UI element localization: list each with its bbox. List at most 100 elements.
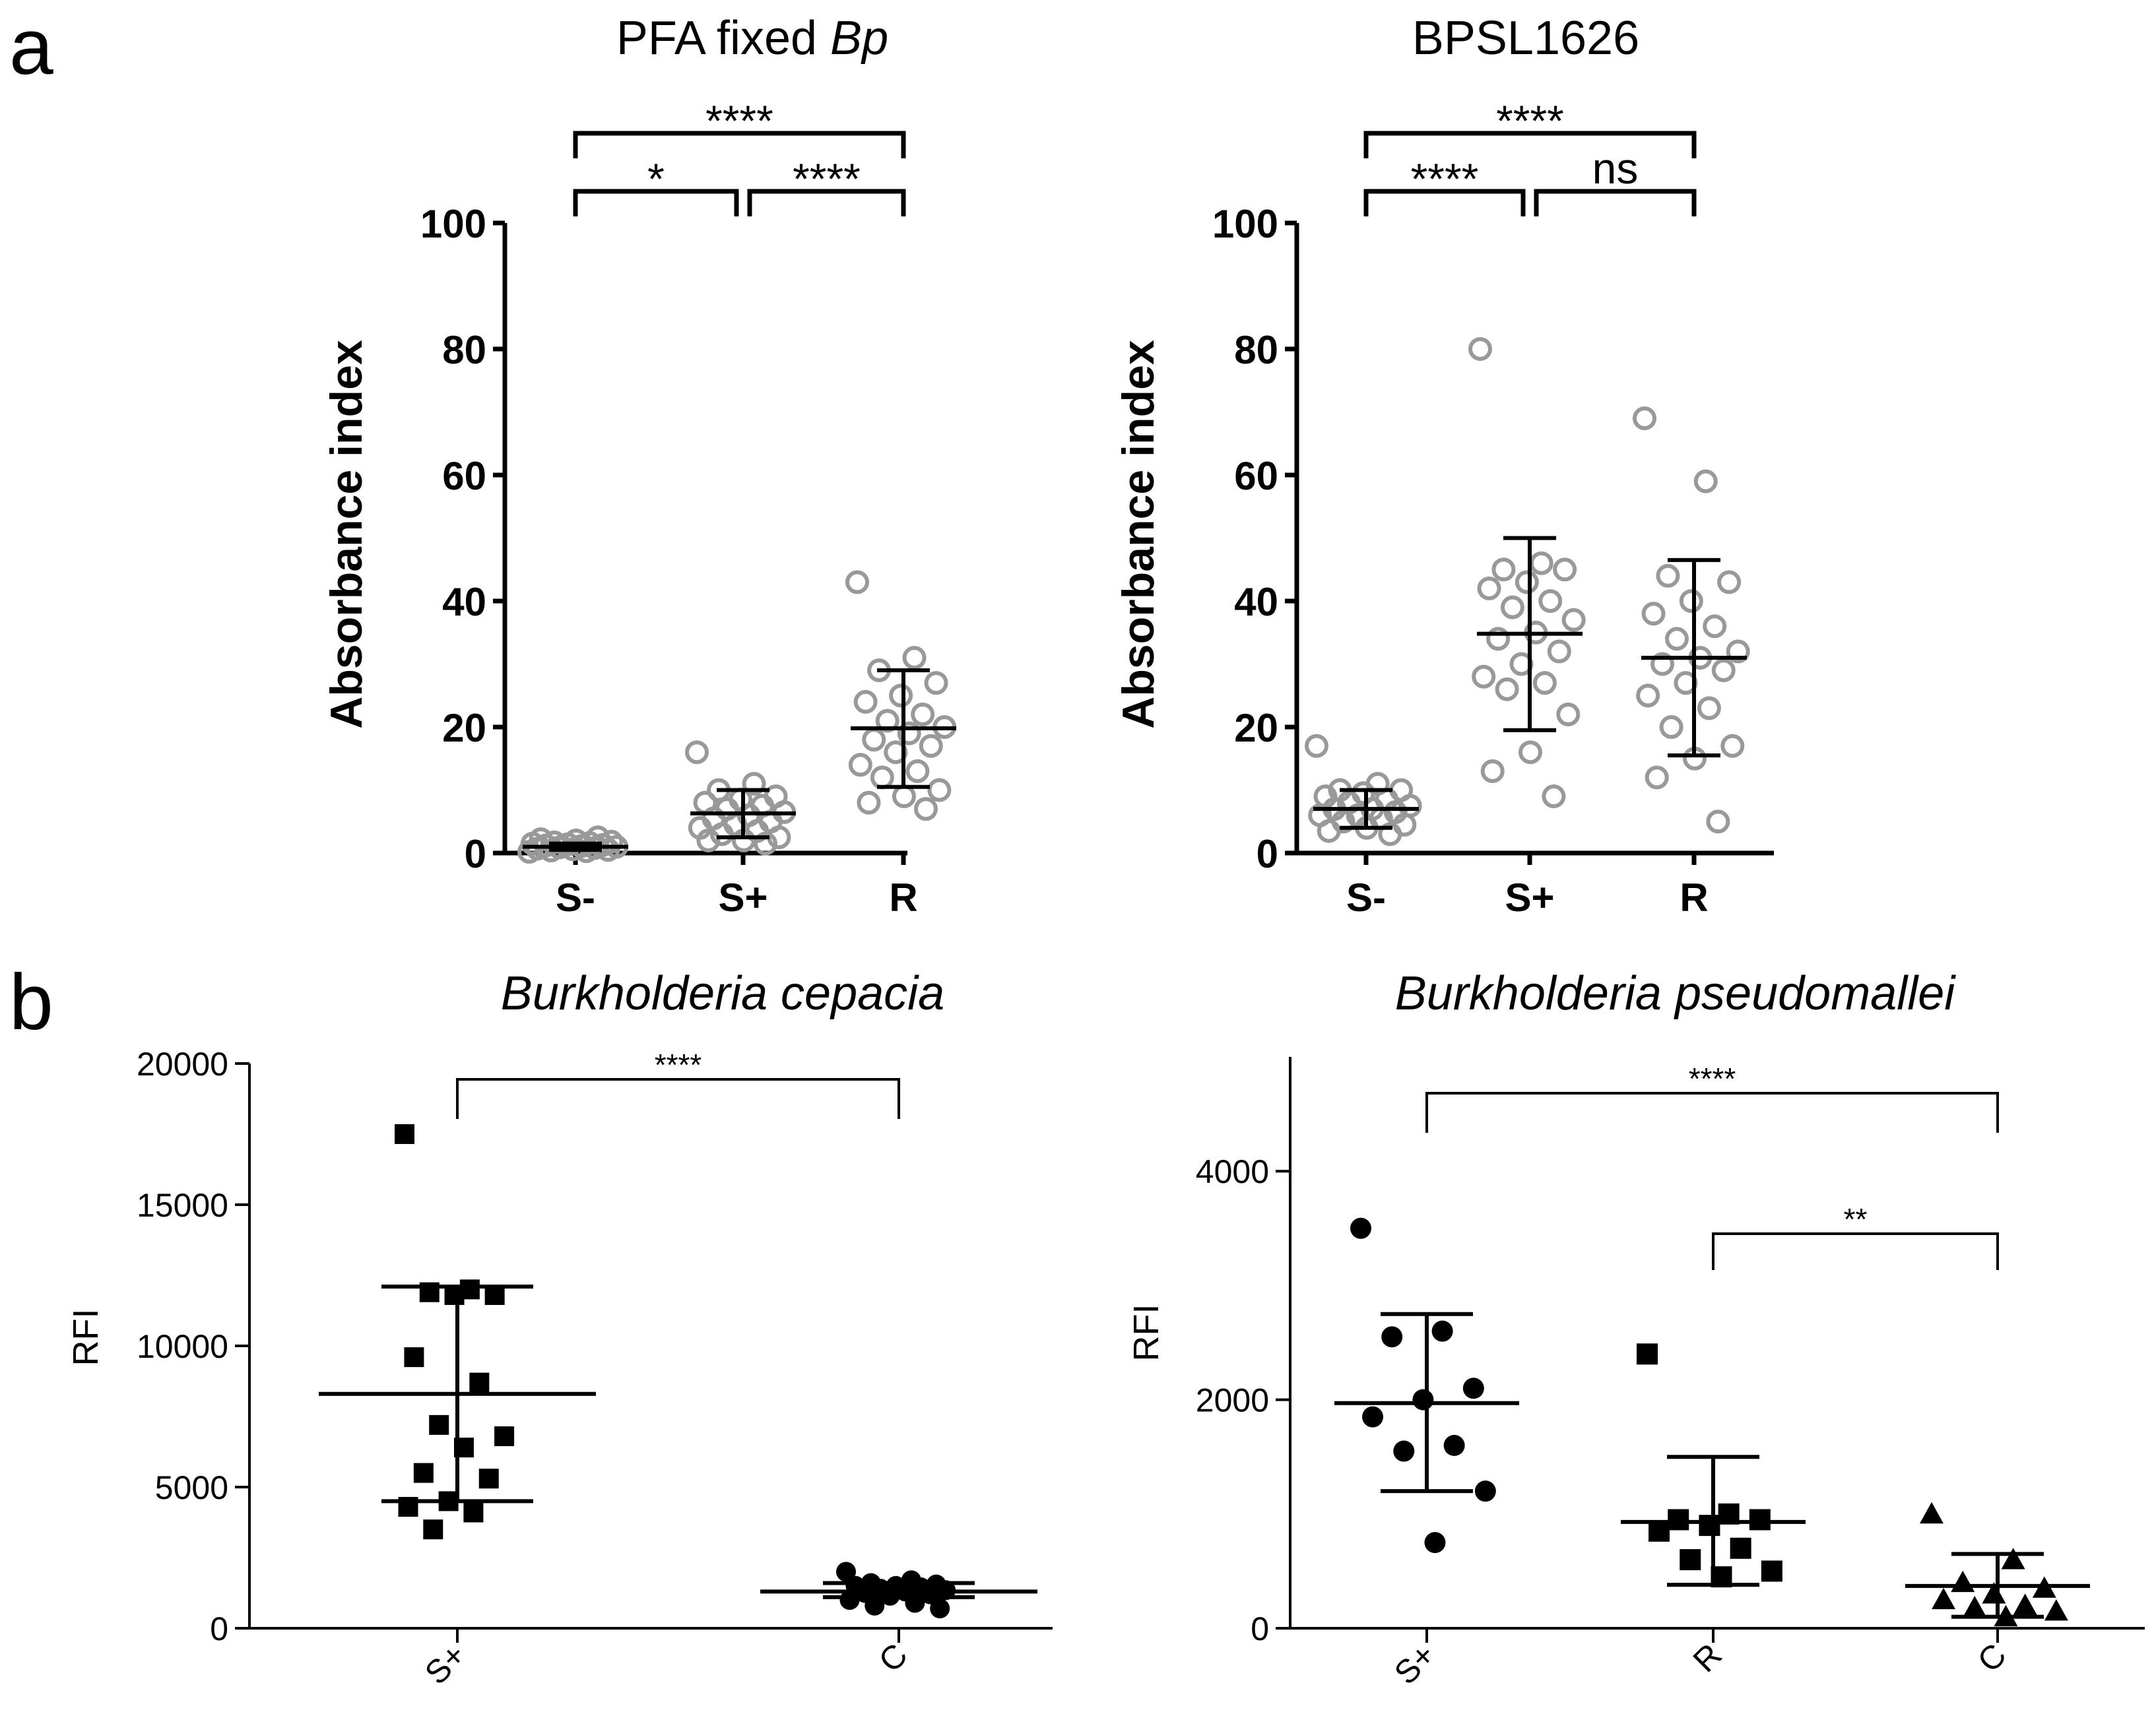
y-tick-label: 0 <box>1257 832 1278 876</box>
data-point <box>1553 557 1577 582</box>
chart-a2-bpsl1626: BPSL1626 Absorbance index 0 20 40 60 80 100 S-… <box>1113 12 1774 920</box>
significance-label: **** <box>1496 96 1564 145</box>
x-tick-label: R <box>1686 1636 1729 1679</box>
data-point <box>1518 740 1542 765</box>
data-point <box>1633 406 1656 431</box>
chart-a1-title-main: PFA fixed <box>616 12 830 65</box>
data-point <box>930 1599 950 1619</box>
data-point <box>1699 1515 1720 1537</box>
data-point <box>1431 1320 1453 1342</box>
chart-a2-title-main: BPSL1626 <box>1412 12 1639 65</box>
data-point <box>1963 1595 1987 1618</box>
data-point <box>1668 1509 1689 1531</box>
data-point <box>463 1502 484 1523</box>
data-point <box>1726 639 1750 664</box>
chart-a2-title: BPSL1626 <box>1412 12 1639 65</box>
data-point <box>1480 759 1505 783</box>
data-point <box>889 683 913 708</box>
chart-b1-title-main: Burkholderia cepacia <box>501 967 944 1020</box>
data-point <box>753 831 777 856</box>
data-point <box>1317 819 1341 843</box>
data-point <box>853 689 878 714</box>
data-point <box>1697 696 1721 720</box>
data-point <box>1472 664 1496 689</box>
x-tick-label: R <box>1680 875 1708 920</box>
data-point <box>423 1519 443 1540</box>
data-point <box>839 1590 860 1610</box>
data-point <box>404 1347 424 1368</box>
data-point <box>1462 1378 1484 1399</box>
data-point <box>1350 1217 1371 1239</box>
panel-b-letter: b <box>9 958 53 1046</box>
significance-label: ns <box>1592 144 1639 193</box>
y-tick-label: 2000 <box>1196 1382 1269 1419</box>
data-point <box>1693 469 1718 493</box>
chart-b1-burkholderia-cepacia: Burkholderia cepacia RFI 0 5000 10000 15000… <box>66 967 1053 1692</box>
y-tick-label: 20000 <box>137 1046 228 1083</box>
data-point <box>2001 1548 2025 1570</box>
data-point <box>1637 1343 1658 1365</box>
data-point <box>1679 589 1703 613</box>
data-point <box>1650 652 1675 676</box>
data-point <box>1730 1537 1751 1559</box>
data-point <box>845 570 869 594</box>
significance-bracket <box>747 189 906 216</box>
y-tick-label: 80 <box>1234 328 1278 372</box>
y-tick-label: 20 <box>1234 706 1278 750</box>
y-tick-label: 0 <box>465 832 486 876</box>
data-point <box>1761 1560 1782 1582</box>
data-point <box>1711 658 1736 683</box>
data-point <box>2013 1593 2037 1615</box>
data-point <box>1529 551 1553 575</box>
data-point <box>1424 1532 1446 1554</box>
data-point <box>857 790 881 815</box>
data-point <box>1664 627 1689 651</box>
significance-bracket <box>573 131 906 158</box>
data-point <box>1680 1549 1701 1571</box>
significance-label: **** <box>1411 154 1479 203</box>
chart-a1-title-italic: Bp <box>830 12 888 65</box>
chart-b2-y-axis-label: RFI <box>1127 1304 1166 1362</box>
x-tick-label: S- <box>1346 875 1386 920</box>
significance-bracket <box>1363 189 1526 216</box>
data-point <box>1641 602 1666 626</box>
data-point <box>494 1426 515 1446</box>
data-point <box>875 709 899 733</box>
chart-b1-title: Burkholderia cepacia <box>501 967 944 1020</box>
data-point <box>1474 1480 1496 1502</box>
significance-bracket <box>573 189 739 216</box>
data-point <box>685 740 709 765</box>
x-tick-label: R <box>889 875 917 920</box>
data-point <box>1468 337 1492 361</box>
significance-label: **** <box>655 1048 702 1082</box>
data-point <box>1556 702 1581 726</box>
data-point <box>848 753 872 777</box>
data-point <box>1393 1440 1415 1462</box>
data-point <box>1720 734 1745 758</box>
data-point <box>865 1595 885 1616</box>
chart-a1-y-axis-label: Absorbance index <box>321 340 372 729</box>
data-point <box>1486 627 1511 651</box>
y-tick-label: 5000 <box>155 1469 228 1506</box>
data-point <box>1645 765 1669 790</box>
significance-label: * <box>647 154 665 203</box>
y-tick-label: 0 <box>210 1610 228 1647</box>
data-point <box>884 740 908 765</box>
chart-b2-title-main: Burkholderia pseudomallei <box>1395 967 1957 1020</box>
y-tick-label: 100 <box>1212 202 1278 246</box>
data-point <box>469 1372 490 1393</box>
x-tick-label: S+ <box>418 1636 473 1692</box>
data-point <box>1362 1406 1384 1428</box>
x-tick-label: S+ <box>718 875 768 920</box>
x-tick-label: C <box>872 1636 915 1679</box>
data-point <box>1951 1570 1975 1593</box>
y-tick-label: 40 <box>1234 580 1278 624</box>
data-point <box>1500 595 1524 620</box>
panel-a-letter: a <box>9 3 53 91</box>
y-tick-label: 60 <box>442 454 486 498</box>
data-point <box>1706 810 1730 834</box>
data-point <box>836 1562 856 1582</box>
data-point <box>924 671 948 695</box>
data-point <box>870 765 894 790</box>
significance-bracket <box>1534 189 1697 216</box>
